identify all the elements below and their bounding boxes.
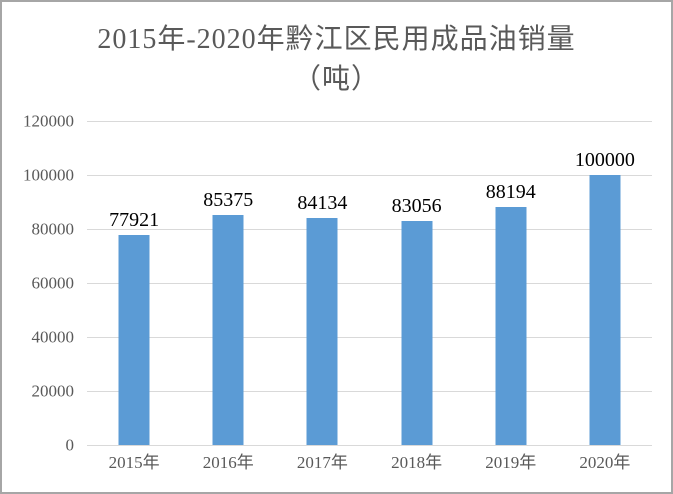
- y-tick-label-60000: 60000: [31, 273, 75, 293]
- x-tick-label-2019: 2019年: [485, 453, 537, 472]
- bar-2016: [212, 214, 244, 445]
- gridline-60000: [87, 282, 652, 284]
- bar-2015: [118, 234, 150, 445]
- chart-title-line2: （吨）: [292, 64, 380, 95]
- y-tick-label-40000: 40000: [31, 327, 75, 347]
- gridline-100000: [87, 174, 652, 176]
- y-tick-label-80000: 80000: [31, 219, 75, 239]
- gridline-80000: [87, 228, 652, 230]
- data-label-2018: 83056: [391, 194, 442, 217]
- x-tick-label-2020: 2020年: [579, 453, 631, 472]
- data-label-2019: 88194: [485, 180, 536, 203]
- data-label-2020: 100000: [574, 149, 635, 171]
- y-tick-label-20000: 20000: [31, 381, 75, 401]
- x-axis-line: [87, 444, 652, 446]
- gridline-120000: [87, 120, 652, 122]
- data-label-2016: 85375: [203, 188, 254, 211]
- plot-area: 77921 85375 84134 83056 88194 100000: [87, 120, 652, 446]
- x-tick-label-2017: 2017年: [296, 453, 348, 472]
- x-tick-label-2018: 2018年: [391, 453, 443, 472]
- bar-2019: [495, 206, 527, 445]
- y-axis: 0 20000 40000 60000 80000 100000 120000: [2, 113, 77, 454]
- chart-title: 2015年-2020年黔江区民用成品油销量 （吨）: [2, 20, 671, 100]
- x-tick-label-2016: 2016年: [202, 453, 254, 472]
- gridline-20000: [87, 390, 652, 392]
- gridline-40000: [87, 336, 652, 338]
- y-tick-label-0: 0: [65, 435, 75, 455]
- bar-2017: [306, 217, 338, 445]
- data-label-2015: 77921: [109, 208, 160, 231]
- y-tick-label-120000: 120000: [23, 111, 74, 131]
- x-axis: 2015年 2016年 2017年 2018年 2019年 2020年: [87, 452, 652, 478]
- chart-title-line1: 2015年-2020年黔江区民用成品油销量: [97, 24, 576, 55]
- y-tick-label-100000: 100000: [23, 165, 74, 185]
- bar-2018: [401, 220, 433, 445]
- data-label-2017: 84134: [297, 191, 348, 214]
- bar-2020: [589, 175, 621, 445]
- x-tick-label-2015: 2015年: [108, 453, 160, 472]
